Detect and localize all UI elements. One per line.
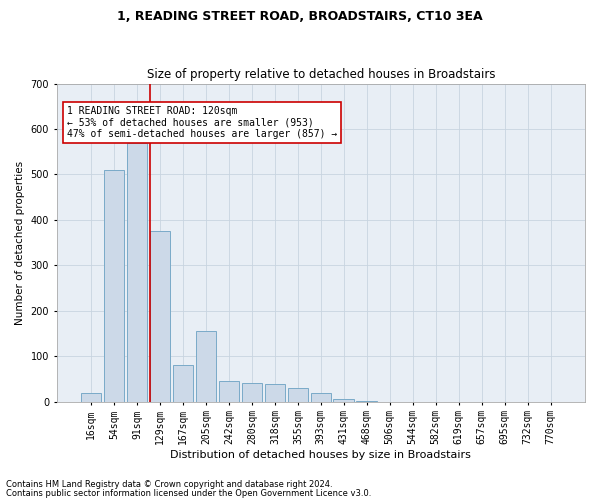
- Title: Size of property relative to detached houses in Broadstairs: Size of property relative to detached ho…: [146, 68, 495, 81]
- Bar: [127, 142, 148, 402]
- Bar: [196, 331, 216, 402]
- Bar: [173, 365, 193, 402]
- Bar: [149, 231, 170, 402]
- Bar: [81, 394, 101, 402]
- Bar: [218, 381, 239, 402]
- Bar: [287, 388, 308, 402]
- Y-axis label: Number of detached properties: Number of detached properties: [15, 160, 25, 324]
- Bar: [334, 400, 354, 402]
- Text: Contains HM Land Registry data © Crown copyright and database right 2024.: Contains HM Land Registry data © Crown c…: [6, 480, 332, 489]
- X-axis label: Distribution of detached houses by size in Broadstairs: Distribution of detached houses by size …: [170, 450, 471, 460]
- Text: Contains public sector information licensed under the Open Government Licence v3: Contains public sector information licen…: [6, 488, 371, 498]
- Bar: [356, 400, 377, 402]
- Bar: [104, 170, 124, 402]
- Bar: [265, 384, 285, 402]
- Text: 1, READING STREET ROAD, BROADSTAIRS, CT10 3EA: 1, READING STREET ROAD, BROADSTAIRS, CT1…: [117, 10, 483, 23]
- Bar: [311, 394, 331, 402]
- Text: 1 READING STREET ROAD: 120sqm
← 53% of detached houses are smaller (953)
47% of : 1 READING STREET ROAD: 120sqm ← 53% of d…: [67, 106, 338, 139]
- Bar: [242, 384, 262, 402]
